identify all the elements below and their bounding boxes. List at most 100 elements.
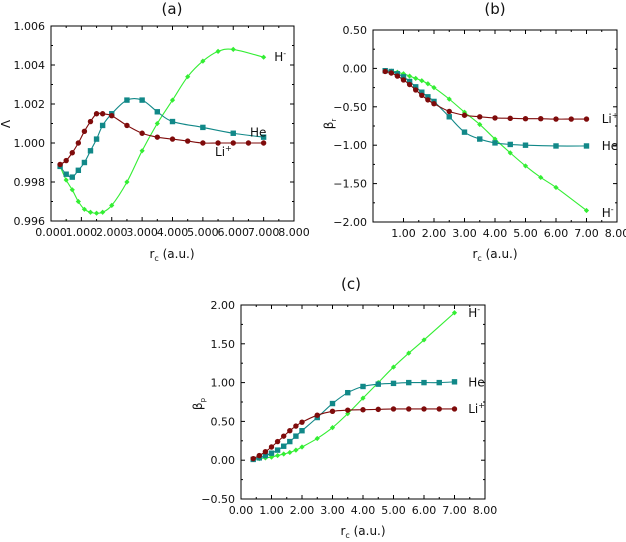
data-point-He <box>93 136 100 142</box>
data-point-Li <box>425 97 431 103</box>
data-point-He <box>287 438 293 445</box>
data-point-He <box>436 379 442 386</box>
data-point-H <box>287 449 293 456</box>
data-point-H <box>299 444 305 450</box>
chart-panel-0: (a)0.0001.0002.0003.0004.0005.0006.0007.… <box>0 0 310 263</box>
data-point-Li <box>446 108 452 115</box>
y-tick-label: 0.00 <box>211 454 236 467</box>
data-point-Li <box>281 433 287 439</box>
data-point-He <box>492 140 498 146</box>
series-label-He: He <box>602 139 618 153</box>
data-point-Li <box>390 406 397 412</box>
data-point-H <box>507 150 513 156</box>
data-point-Li <box>87 118 94 125</box>
data-point-Li <box>436 406 442 412</box>
x-tick-label: 5.00 <box>513 227 538 240</box>
data-point-He <box>281 443 287 449</box>
y-tick-label: 2.00 <box>211 299 236 312</box>
series-line-He <box>385 70 587 147</box>
series-label-H: H- <box>468 305 480 320</box>
data-point-Li <box>93 111 100 117</box>
data-point-Li <box>406 81 413 88</box>
data-point-Li <box>314 412 320 418</box>
data-point-H <box>431 85 437 91</box>
data-point-He <box>299 428 305 434</box>
data-point-Li <box>431 101 437 107</box>
data-point-H <box>446 96 452 102</box>
data-point-H <box>81 206 88 212</box>
y-tick-label: 0.00 <box>343 62 368 75</box>
data-point-He <box>81 159 88 166</box>
data-point-He <box>154 109 161 115</box>
data-point-Li <box>394 73 401 79</box>
data-point-H <box>451 310 458 316</box>
x-tick-label: 6.00 <box>412 504 437 517</box>
y-axis-label: Λ <box>0 119 13 128</box>
data-point-H <box>154 120 160 127</box>
y-axis-label: βr <box>322 119 338 130</box>
panel-label: (a) <box>162 0 183 18</box>
x-tick-label: 7.00 <box>442 504 467 517</box>
data-point-H <box>275 452 281 459</box>
plot-frame <box>240 304 486 500</box>
x-tick-label: 5.000 <box>187 226 219 239</box>
data-point-H <box>93 210 100 216</box>
data-point-Li <box>477 114 483 120</box>
data-point-He <box>329 400 336 407</box>
data-point-He <box>69 174 75 180</box>
x-axis-label: rc (a.u.) <box>472 247 517 263</box>
y-tick-label: 0.996 <box>14 215 46 228</box>
x-tick-label: 7.000 <box>248 226 280 239</box>
data-point-Li <box>245 140 252 146</box>
data-point-Li <box>451 406 458 412</box>
data-point-He <box>99 122 106 129</box>
data-point-H <box>185 74 191 80</box>
data-point-He <box>360 383 366 390</box>
data-point-H <box>553 184 559 191</box>
data-point-He <box>461 129 468 135</box>
data-point-He <box>200 124 206 131</box>
x-tick-label: 4.00 <box>351 504 376 517</box>
chart-panel-1: (b) 1.00 2.00 3.00 4.00 5.00 6.00 7.00 8.00 −2.00… <box>322 0 626 263</box>
data-point-Li <box>507 115 513 122</box>
data-point-He <box>274 447 281 453</box>
data-point-Li <box>421 406 427 412</box>
chart-panel-2: (c) 0.00 1.00 2.00 3.00 4.00 5.00 6.00 7.00 8.00 −… <box>191 275 497 540</box>
x-tick-label: 2.000 <box>96 226 128 239</box>
data-point-H <box>169 97 176 103</box>
panel-label: (b) <box>484 0 505 18</box>
data-point-He <box>400 74 407 80</box>
data-point-H <box>200 58 206 64</box>
data-point-Li <box>583 116 590 122</box>
data-point-H <box>261 54 267 60</box>
x-axis-label: rc (a.u.) <box>149 247 194 263</box>
data-point-Li <box>230 140 236 146</box>
x-tick-label: 3.00 <box>320 504 345 517</box>
data-point-H <box>139 148 145 154</box>
y-tick-label: 0.998 <box>14 176 46 189</box>
data-point-Li <box>538 116 544 122</box>
series-label-H: H- <box>274 49 286 64</box>
data-point-Li <box>81 128 88 134</box>
data-point-Li <box>75 140 82 146</box>
data-point-Li <box>109 113 115 119</box>
data-point-Li <box>215 140 221 146</box>
data-point-Li <box>406 406 412 412</box>
data-point-Li <box>124 122 130 129</box>
data-point-He <box>446 114 452 120</box>
data-point-He <box>124 97 130 103</box>
x-tick-label: 8.00 <box>473 504 498 517</box>
y-tick-label: 0.50 <box>343 24 368 37</box>
data-point-Li <box>184 138 191 144</box>
data-point-Li <box>522 116 529 122</box>
data-point-Li <box>299 419 305 425</box>
x-tick-label: 3.000 <box>126 226 158 239</box>
data-point-He <box>262 452 269 459</box>
data-point-He <box>419 89 425 95</box>
x-tick-label: 1.00 <box>259 504 284 517</box>
data-point-He <box>268 450 275 456</box>
series-label-Li: Li+ <box>468 401 485 416</box>
y-tick-label: 1.00 <box>211 377 236 390</box>
data-point-H <box>538 174 544 181</box>
